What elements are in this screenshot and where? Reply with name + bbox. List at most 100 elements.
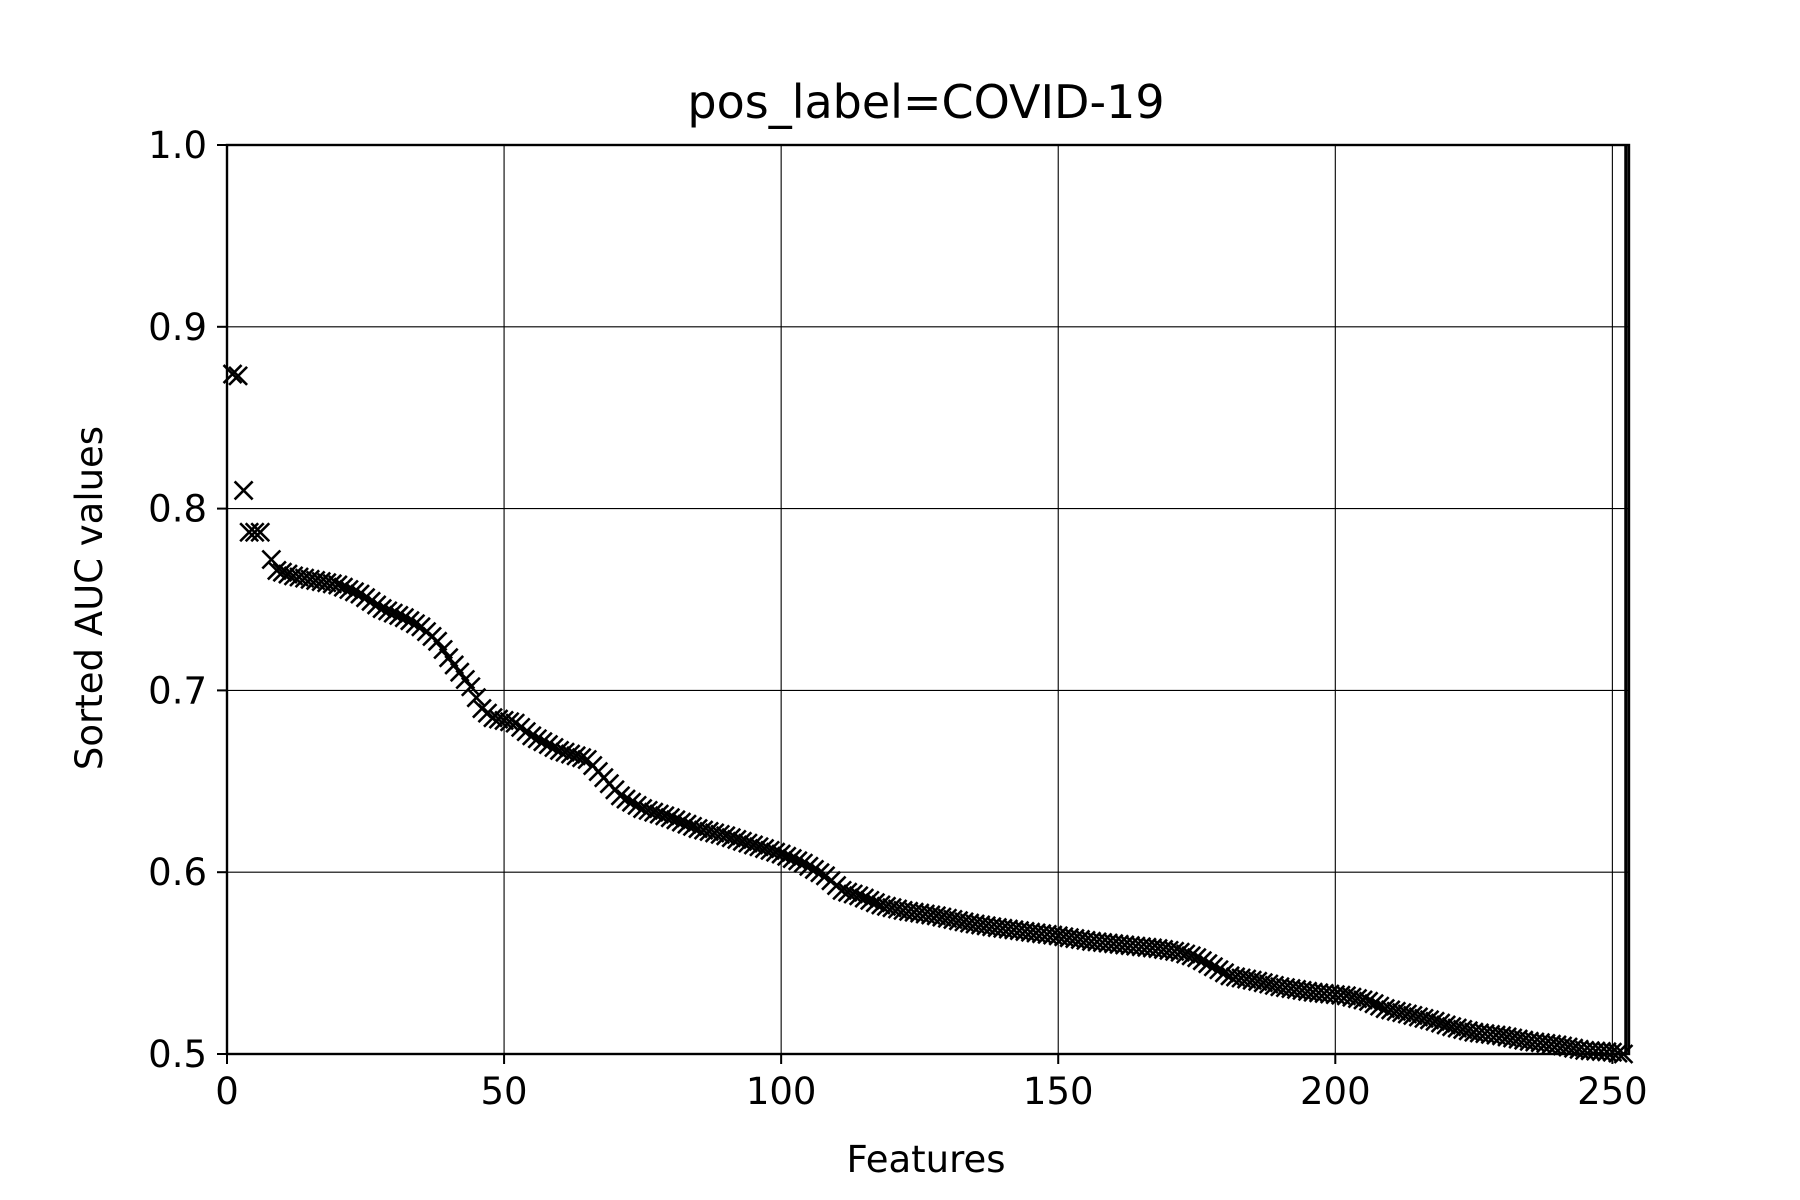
x-tick-label: 50	[481, 1070, 528, 1113]
data-point	[671, 812, 692, 832]
data-point	[859, 890, 880, 911]
x-tick-label: 100	[746, 1070, 817, 1113]
data-point	[1391, 1002, 1412, 1023]
data-point	[843, 884, 864, 904]
data-point	[399, 610, 420, 631]
data-point	[361, 591, 381, 612]
data-point	[555, 742, 575, 763]
data-point	[798, 856, 819, 877]
data-point	[782, 848, 803, 869]
data-point	[693, 820, 714, 840]
data-point	[665, 809, 686, 830]
data-point	[1197, 953, 1218, 974]
data-point	[865, 892, 886, 913]
data-point	[1358, 991, 1379, 1012]
data-point	[338, 579, 359, 600]
data-point	[372, 598, 393, 619]
data-point	[405, 613, 426, 634]
data-point	[1419, 1009, 1440, 1030]
data-point	[1369, 996, 1390, 1017]
data-point	[793, 853, 814, 874]
data-point	[394, 607, 415, 628]
data-point	[649, 804, 670, 824]
data-point	[1209, 959, 1229, 980]
data-point	[632, 798, 653, 819]
data-point	[627, 795, 647, 816]
data-point	[721, 827, 742, 848]
y-tick-label: 1.0	[148, 124, 207, 167]
data-point	[1425, 1011, 1445, 1032]
data-point	[1186, 947, 1207, 968]
data-point	[1397, 1004, 1418, 1024]
data-point	[1353, 989, 1373, 1010]
x-tick-label: 250	[1577, 1070, 1648, 1113]
data-point	[643, 802, 664, 823]
data-point	[366, 595, 387, 615]
data-point	[1436, 1014, 1457, 1035]
data-point	[383, 603, 404, 624]
data-point	[810, 862, 830, 883]
data-point	[532, 731, 553, 752]
y-tick-label: 0.8	[148, 488, 207, 531]
data-point	[549, 740, 570, 761]
data-point	[1170, 942, 1191, 963]
data-point	[704, 823, 725, 843]
data-point	[638, 800, 659, 821]
chart-title: pos_label=COVID-19	[687, 75, 1164, 129]
axes	[225, 143, 1631, 1056]
data-point	[278, 564, 298, 584]
y-axis-label: Sorted AUC values	[68, 426, 111, 770]
data-point	[333, 577, 354, 598]
x-tick-label: 0	[215, 1070, 239, 1113]
x-tick-label: 200	[1300, 1070, 1371, 1113]
x-axis-label: Features	[846, 1138, 1005, 1181]
data-point	[527, 728, 548, 749]
data-point	[749, 836, 769, 857]
data-point	[499, 711, 520, 732]
data-point	[322, 573, 343, 594]
data-point	[1175, 944, 1196, 964]
y-tick-label: 0.5	[148, 1033, 207, 1076]
data-point	[787, 850, 808, 871]
data-point	[1192, 950, 1213, 971]
data-point	[699, 821, 720, 842]
data-point	[1408, 1006, 1429, 1027]
data-point	[677, 814, 697, 835]
data-point	[832, 880, 853, 901]
data-point	[1214, 962, 1235, 983]
data-point	[233, 480, 254, 501]
data-point	[776, 846, 797, 867]
data-point	[327, 575, 348, 595]
data-point	[804, 859, 825, 880]
data-point	[616, 789, 636, 809]
data-point	[466, 687, 487, 708]
data-point	[266, 560, 287, 581]
data-point	[1181, 945, 1202, 966]
data-point	[521, 725, 542, 746]
data-point	[1364, 993, 1385, 1014]
data-point	[544, 737, 564, 758]
data-point	[272, 562, 293, 583]
data-point	[571, 747, 592, 768]
data-point	[560, 744, 581, 764]
data-point	[538, 734, 559, 755]
plot-frame	[225, 143, 1631, 1056]
y-tick-label: 0.7	[148, 669, 207, 712]
y-ticks: 0.5 0.6 0.7 0.8 0.9 1.0	[148, 124, 227, 1076]
data-point	[1402, 1005, 1423, 1026]
data-point	[654, 805, 675, 826]
data-point	[244, 522, 265, 543]
data-point	[621, 792, 642, 813]
x-tick-label: 150	[1023, 1070, 1094, 1113]
data-point	[566, 745, 587, 766]
data-point	[250, 522, 271, 543]
y-tick-label: 0.6	[148, 851, 207, 894]
data-point	[344, 581, 365, 602]
data-point	[660, 807, 681, 828]
data-point	[355, 587, 376, 608]
data-point	[1414, 1008, 1434, 1029]
data-point	[460, 676, 481, 697]
data-point	[715, 825, 736, 846]
data-point	[760, 840, 780, 861]
